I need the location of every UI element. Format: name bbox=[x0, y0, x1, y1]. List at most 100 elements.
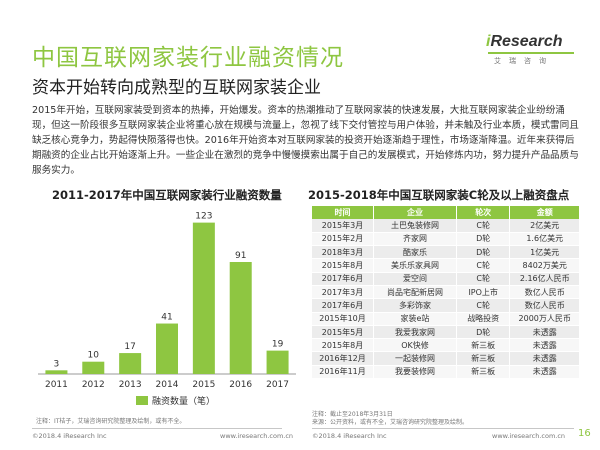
bar-2017 bbox=[266, 350, 289, 374]
right-source-note: 注释：截止至2018年3月31日 来源：公开资料，或有不全，艾瑞咨询研究院整理及… bbox=[312, 411, 468, 427]
table-cell: C轮 bbox=[456, 298, 511, 313]
table-row: 2017年6月 多彩饰家 C轮 数亿人民币 bbox=[312, 298, 580, 313]
footer-url-left: www.iresearch.com.cn bbox=[220, 432, 294, 440]
table-row: 2017年3月 尚品宅配新居网 IPO上市 数亿人民币 bbox=[312, 285, 580, 300]
table-cell: 未透露 bbox=[509, 325, 580, 340]
table-cell: D轮 bbox=[456, 325, 511, 340]
table-row: 2015年10月 家装e站 战略投资 2000万人民币 bbox=[312, 312, 580, 326]
table-cell: 新三板 bbox=[456, 351, 511, 366]
x-tick-2014: 2014 bbox=[156, 380, 179, 390]
logo-underline bbox=[488, 52, 574, 54]
right-note-line-1: 注释：截止至2018年3月31日 bbox=[312, 411, 393, 418]
table-cell: 一起装修网 bbox=[373, 351, 457, 366]
table-cell: 战略投资 bbox=[456, 312, 511, 326]
footer-copyright-left: ©2018.4 iResearch Inc bbox=[32, 432, 107, 440]
bar-2014 bbox=[156, 323, 178, 374]
table-cell: 未透露 bbox=[509, 351, 580, 366]
footer-divider-left bbox=[32, 428, 282, 429]
table-cell: 2015年10月 bbox=[312, 312, 375, 326]
data-label-2016: 91 bbox=[235, 251, 246, 261]
table-cell: 爱空间 bbox=[373, 272, 457, 286]
table-cell: 土巴兔装修网 bbox=[373, 219, 457, 233]
table-cell: 齐家网 bbox=[373, 232, 457, 247]
bar-2012 bbox=[82, 361, 105, 374]
table-cell: 数亿人民币 bbox=[509, 298, 580, 313]
footer-divider-right bbox=[312, 428, 574, 429]
page-number: 16 bbox=[578, 428, 591, 439]
table-cell: 酷家乐 bbox=[373, 245, 457, 260]
logo-subtitle: 艾瑞咨询 bbox=[494, 57, 554, 65]
table-cell: 家装e站 bbox=[373, 312, 457, 326]
table-cell: 尚品宅配新居网 bbox=[373, 285, 457, 300]
page-title: 中国互联网家装行业融资情况 bbox=[32, 45, 344, 71]
table-cell: 2015年2月 bbox=[312, 232, 375, 247]
financing-count-bar-chart: 3 2011 10 2012 17 2013 41 2014 123 2015 91 2016 19 20… bbox=[38, 212, 296, 407]
table-row: 2016年11月 我要装修网 新三板 未透露 bbox=[312, 365, 580, 380]
data-label-2013: 17 bbox=[124, 342, 135, 352]
bar-2013 bbox=[119, 353, 142, 374]
column-header: 企业 bbox=[373, 206, 457, 219]
table-cell: 新三板 bbox=[456, 365, 511, 380]
logo-i: i bbox=[486, 33, 491, 50]
table-row: 2017年6月 爱空间 C轮 2.16亿人民币 bbox=[312, 272, 580, 286]
table-row: 2015年8月 OK快修 新三板 未透露 bbox=[312, 338, 580, 353]
table-cell: 2016年12月 bbox=[312, 351, 375, 366]
data-label-2014: 41 bbox=[161, 313, 172, 323]
legend-label: 融资数量（笔） bbox=[152, 395, 215, 407]
table-cell: C轮 bbox=[456, 272, 511, 286]
data-label-2017: 19 bbox=[272, 340, 284, 350]
right-note-line-2: 来源：公开资料，或有不全，艾瑞咨询研究院整理及绘制。 bbox=[312, 419, 469, 426]
left-source-note: 注释：IT桔子，艾瑞咨询研究院整理及绘制，或有不全。 bbox=[36, 418, 186, 425]
table-row: 2015年5月 我爱我家网 D轮 未透露 bbox=[312, 325, 580, 340]
table-cell: 新三板 bbox=[456, 338, 511, 353]
table-cell: 我要装修网 bbox=[373, 365, 457, 380]
table-cell: 2015年5月 bbox=[312, 325, 375, 340]
column-header: 轮次 bbox=[456, 206, 511, 219]
column-header: 金额 bbox=[509, 206, 580, 219]
table-cell: 2亿美元 bbox=[509, 219, 580, 233]
table-cell: 2017年3月 bbox=[312, 285, 375, 300]
table-cell: 2015年8月 bbox=[312, 258, 375, 273]
financing-table: 时间 企业 轮次 金额 2015年3月 土巴兔装修网 C轮 2亿美元 2015年2月 齐家网 D轮… bbox=[312, 206, 580, 380]
intro-paragraph: 2015年开始，互联网家装受到资本的热捧，开始爆发。资本的热潮推动了互联网家装的… bbox=[32, 105, 579, 176]
table-cell: 2017年6月 bbox=[312, 298, 375, 313]
table-cell: C轮 bbox=[456, 219, 511, 233]
table-title: 2015-2018年中国互联网家装C轮及以上融资盘点 bbox=[308, 188, 570, 202]
table-row: 2015年2月 齐家网 D轮 1.6亿美元 bbox=[312, 232, 580, 247]
table-row: 2015年3月 土巴兔装修网 C轮 2亿美元 bbox=[312, 219, 580, 233]
legend-swatch bbox=[136, 396, 148, 405]
x-tick-2017: 2017 bbox=[266, 380, 289, 390]
table-cell: 2.16亿人民币 bbox=[509, 272, 580, 286]
x-tick-2015: 2015 bbox=[192, 380, 215, 390]
bar-chart-title: 2011-2017年中国互联网家装行业融资数量 bbox=[52, 188, 282, 202]
logo-research: Research bbox=[490, 33, 563, 50]
table-cell: 2000万人民币 bbox=[509, 312, 580, 326]
table-cell: 2018年3月 bbox=[312, 245, 375, 260]
data-label-2011: 3 bbox=[54, 359, 60, 369]
x-tick-2011: 2011 bbox=[45, 380, 68, 390]
x-tick-2012: 2012 bbox=[82, 380, 105, 390]
bar-2011 bbox=[45, 370, 68, 374]
x-tick-2016: 2016 bbox=[229, 380, 252, 390]
column-header: 时间 bbox=[312, 206, 375, 219]
table-cell: C轮 bbox=[456, 258, 511, 273]
bar-2016 bbox=[229, 262, 252, 374]
table-cell: 1亿美元 bbox=[509, 245, 580, 260]
table-cell: D轮 bbox=[456, 232, 511, 247]
footer-url-right: www.iresearch.com.cn bbox=[492, 432, 566, 440]
table-cell: OK快修 bbox=[373, 338, 457, 353]
table-cell: IPO上市 bbox=[456, 285, 511, 300]
footer-copyright-right: ©2018.4 iResearch Inc bbox=[312, 432, 387, 440]
logo-wordmark: iResearch bbox=[486, 33, 578, 51]
table-cell: 2017年6月 bbox=[312, 272, 375, 286]
table-body: 2015年3月 土巴兔装修网 C轮 2亿美元 2015年2月 齐家网 D轮 1.6亿美元 201… bbox=[312, 219, 580, 380]
iresearch-logo: iResearch 艾瑞咨询 bbox=[486, 33, 578, 73]
table-cell: 美乐乐家具网 bbox=[373, 258, 457, 273]
table-row: 2018年3月 酷家乐 D轮 1亿美元 bbox=[312, 245, 580, 260]
table-cell: 未透露 bbox=[509, 338, 580, 353]
table-row: 2015年8月 美乐乐家具网 C轮 8402万美元 bbox=[312, 258, 580, 273]
table-cell: 数亿人民币 bbox=[509, 285, 580, 300]
table-cell: 我爱我家网 bbox=[373, 325, 457, 340]
table-cell: 2015年8月 bbox=[312, 338, 375, 353]
